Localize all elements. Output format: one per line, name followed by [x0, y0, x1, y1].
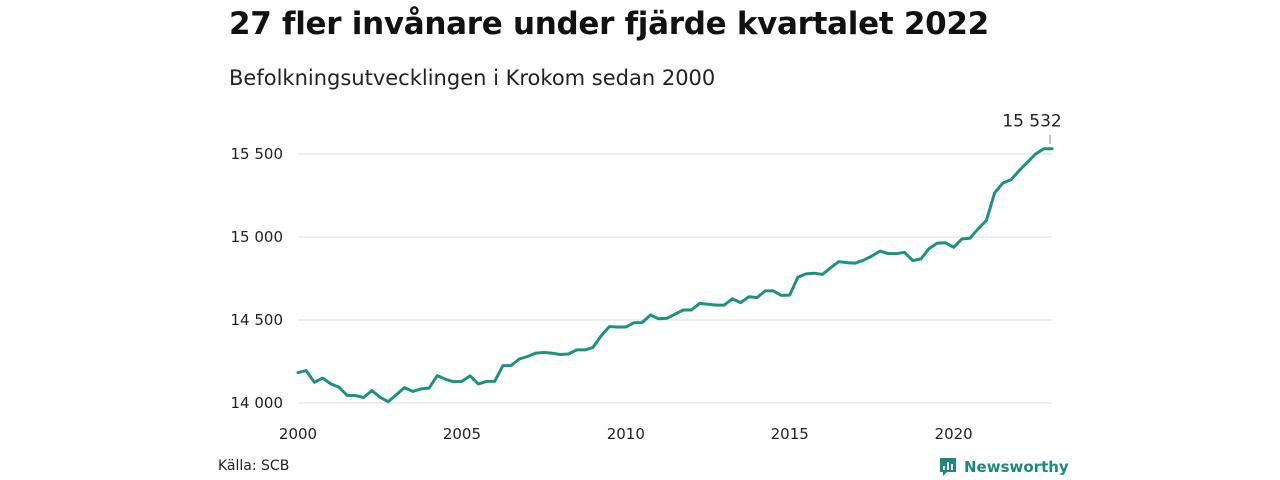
- y-tick-label: 14 000: [231, 394, 284, 412]
- series-line: [296, 147, 1054, 404]
- y-tick-label: 15 500: [231, 145, 284, 163]
- y-tick-label: 14 500: [231, 311, 284, 329]
- chart-title: 27 fler invånare under fjärde kvartalet …: [229, 6, 989, 42]
- y-tick-label: 15 000: [231, 228, 284, 246]
- x-tick-label: 2020: [935, 425, 973, 443]
- series-layer: [296, 147, 1054, 404]
- x-tick-label: 2010: [607, 425, 645, 443]
- x-tick-label: 2015: [771, 425, 809, 443]
- brand-logo[interactable]: Newsworthy: [938, 457, 1069, 477]
- source-note: Källa: SCB: [218, 458, 290, 474]
- chart-subtitle: Befolkningsutvecklingen i Krokom sedan 2…: [229, 66, 716, 90]
- newsworthy-icon: [940, 458, 956, 476]
- gridlines: [298, 153, 1052, 404]
- x-tick-label: 2005: [443, 425, 481, 443]
- x-tick-label: 2000: [279, 425, 317, 443]
- y-axis-ticks: 14 000 14 500 15 000 15 500: [231, 145, 284, 412]
- x-axis-ticks: 2000 2005 2010 2015 2020: [279, 425, 973, 443]
- brand-name: Newsworthy: [964, 458, 1069, 476]
- end-value-label: 15 532: [1002, 112, 1061, 132]
- annotation-layer: 15 532: [1002, 112, 1062, 144]
